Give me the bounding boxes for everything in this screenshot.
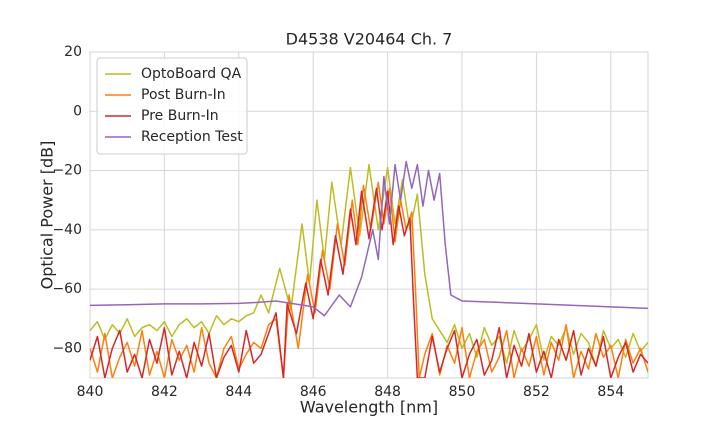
- y-tick-label: −40: [52, 222, 82, 238]
- plot-lines: [90, 160, 648, 378]
- chart-title: D4538 V20464 Ch. 7: [286, 30, 453, 49]
- x-tick-label: 850: [449, 384, 476, 400]
- x-tick-label: 848: [374, 384, 401, 400]
- y-tick-label: −80: [52, 340, 82, 356]
- x-tick-label: 852: [523, 384, 550, 400]
- x-tick-label: 846: [300, 384, 327, 400]
- x-tick-label: 842: [151, 384, 178, 400]
- legend-label: Post Burn-In: [141, 87, 226, 103]
- plot-frame: [89, 51, 649, 379]
- x-axis-label: Wavelength [nm]: [300, 398, 438, 417]
- y-tick-label: 0: [73, 103, 82, 119]
- series-line: [90, 160, 648, 317]
- series-line: [90, 181, 648, 378]
- x-tick-label: 854: [597, 384, 624, 400]
- legend-label: Pre Burn-In: [141, 108, 219, 124]
- y-tick-label: −60: [52, 281, 82, 297]
- y-tick-label: 20: [64, 44, 82, 60]
- x-tick-label: 840: [77, 384, 104, 400]
- legend-label: OptoBoard QA: [141, 66, 242, 82]
- series-line: [90, 163, 648, 367]
- y-tick-label: −20: [52, 163, 82, 179]
- legend-frame: [96, 57, 248, 155]
- x-tick-label: 844: [225, 384, 252, 400]
- y-axis-label: Optical Power [dB]: [38, 141, 57, 290]
- legend-label: Reception Test: [141, 129, 243, 145]
- legend: OptoBoard QA Post Burn-In Pre Burn-In Recep…: [96, 57, 248, 155]
- series-line: [90, 187, 648, 378]
